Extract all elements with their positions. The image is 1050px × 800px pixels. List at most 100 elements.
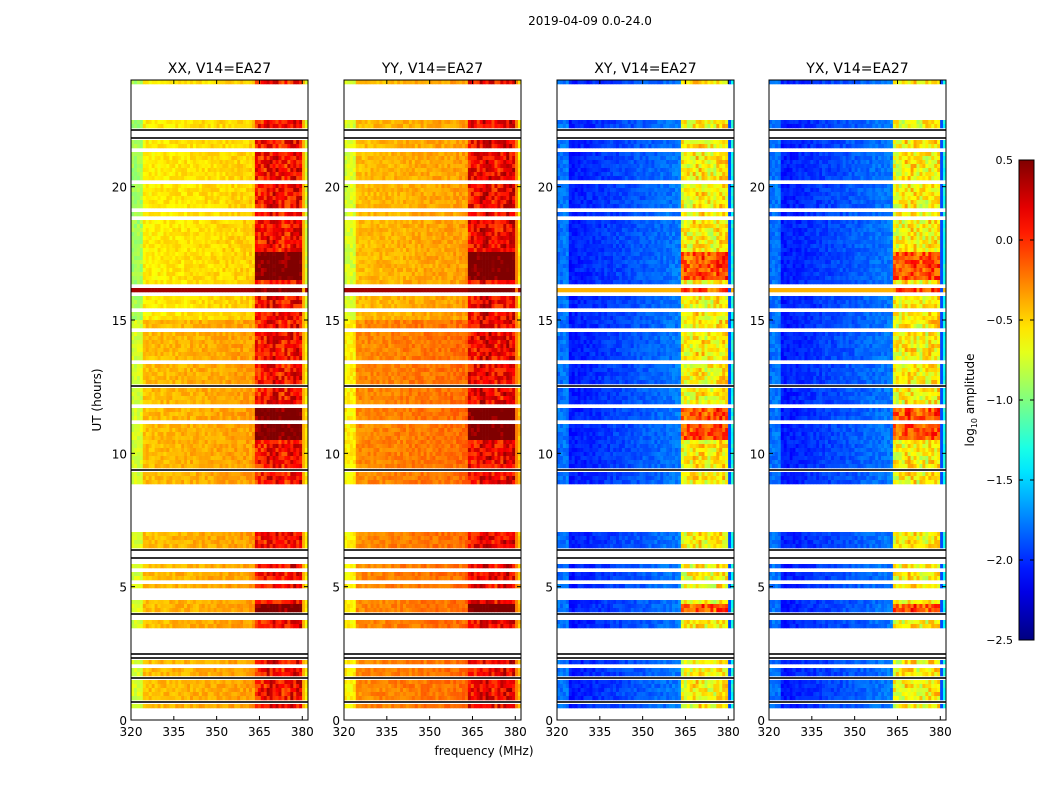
heatmap-cell (133, 196, 138, 201)
heatmap-cell (272, 540, 276, 545)
heatmap-cell (278, 280, 282, 285)
heatmap-cell (160, 464, 164, 469)
heatmap-cell (234, 184, 238, 189)
heatmap-cell (133, 344, 138, 349)
heatmap-cell (201, 464, 206, 469)
heatmap-cell (305, 372, 309, 377)
heatmap-cell (305, 268, 309, 273)
heatmap-cell (160, 544, 164, 549)
heatmap-cell (275, 368, 279, 373)
heatmap-cell (151, 544, 155, 549)
heatmap-cell (204, 376, 208, 381)
heatmap-cell (145, 176, 149, 181)
heatmap-cell (175, 388, 179, 393)
heatmap-cell (243, 388, 247, 393)
heatmap-cell (201, 184, 206, 189)
heatmap-cell (263, 80, 267, 85)
heatmap-cell (210, 224, 214, 229)
heatmap-cell (187, 144, 191, 149)
heatmap-cell (266, 572, 270, 577)
heatmap-cell (266, 212, 270, 217)
heatmap-cell (296, 368, 300, 373)
heatmap-cell (192, 296, 197, 301)
heatmap-cell (243, 240, 247, 245)
heatmap-cell (269, 388, 273, 393)
heatmap-cell (172, 416, 176, 421)
heatmap-cell (272, 176, 276, 181)
heatmap-cell (246, 260, 250, 265)
heatmap-cell (163, 196, 167, 201)
heatmap-cell (187, 464, 191, 469)
heatmap-cell (178, 332, 182, 337)
heatmap-cell (228, 200, 232, 205)
heatmap-cell (198, 212, 203, 217)
heatmap-cell (260, 120, 265, 125)
heatmap-cell (240, 432, 244, 437)
heatmap-cell (246, 428, 250, 433)
heatmap-cell (278, 144, 282, 149)
heatmap-cell (210, 400, 214, 405)
heatmap-cell (251, 364, 256, 369)
heatmap-cell (234, 232, 238, 237)
heatmap-cell (192, 464, 197, 469)
heatmap-cell (151, 256, 155, 261)
heatmap-cell (234, 428, 238, 433)
heatmap-cell (163, 332, 167, 337)
heatmap-cell (254, 196, 259, 201)
heatmap-cell (172, 392, 176, 397)
heatmap-cell (163, 540, 167, 545)
heatmap-cell (131, 412, 135, 417)
heatmap-cell (133, 584, 138, 589)
heatmap-cell (234, 144, 238, 149)
heatmap-cell (240, 300, 244, 305)
heatmap-cell (184, 184, 188, 189)
heatmap-cell (198, 424, 203, 429)
heatmap-cell (151, 120, 155, 125)
heatmap-cell (178, 212, 182, 217)
heatmap-cell (204, 236, 208, 241)
heatmap-cell (302, 280, 306, 285)
heatmap-cell (260, 480, 265, 485)
heatmap-cell (198, 272, 203, 277)
heatmap-cell (299, 392, 303, 397)
heatmap-cell (263, 352, 267, 357)
heatmap-cell (249, 536, 253, 541)
heatmap-cell (142, 352, 147, 357)
heatmap-cell (299, 264, 303, 269)
heatmap-cell (240, 280, 244, 285)
heatmap-cell (287, 464, 291, 469)
heatmap-cell (293, 460, 297, 465)
heatmap-cell (296, 120, 300, 125)
heatmap-cell (204, 200, 208, 205)
heatmap-cell (163, 184, 167, 189)
heatmap-cell (204, 156, 208, 161)
heatmap-cell (266, 532, 270, 537)
heatmap-cell (216, 320, 220, 325)
heatmap-cell (251, 576, 256, 581)
heatmap-cell (201, 252, 206, 257)
heatmap-cell (228, 160, 232, 165)
heatmap-cell (222, 304, 226, 309)
heatmap-cell (163, 236, 167, 241)
heatmap-cell (157, 80, 161, 85)
heatmap-cell (148, 540, 152, 545)
heatmap-cell (222, 200, 226, 205)
heatmap-cell (219, 536, 223, 541)
heatmap-cell (251, 436, 256, 441)
heatmap-cell (184, 168, 188, 173)
heatmap-cell (237, 344, 241, 349)
heatmap-cell (299, 464, 303, 469)
heatmap-cell (287, 564, 291, 569)
heatmap-cell (216, 564, 220, 569)
heatmap-cell (272, 220, 276, 225)
heatmap-cell (195, 196, 200, 201)
heatmap-cell (195, 372, 200, 377)
heatmap-cell (254, 188, 259, 193)
heatmap-cell (272, 412, 276, 417)
heatmap-cell (287, 172, 291, 177)
heatmap-cell (260, 164, 265, 169)
heatmap-cell (266, 416, 270, 421)
heatmap-cell (163, 320, 167, 325)
heatmap-cell (151, 236, 155, 241)
heatmap-cell (257, 416, 262, 421)
